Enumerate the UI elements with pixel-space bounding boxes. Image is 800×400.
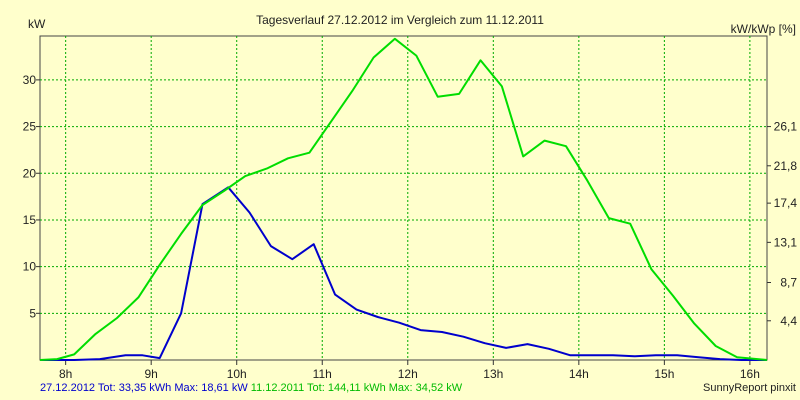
- footer-series2-summary: 11.12.2011 Tot: 144,11 kWh Max: 34,52 kW: [250, 382, 463, 394]
- y-left-tick-label-4: 25: [23, 120, 37, 134]
- y-right-tick-label-5: 26,1: [774, 120, 798, 134]
- y-axis-left-label: kW: [28, 17, 46, 31]
- y-right-tick-label-3: 17,4: [774, 196, 798, 210]
- y-right-tick-label-4: 21,8: [774, 159, 798, 173]
- y-right-tick-label-2: 13,1: [774, 235, 798, 249]
- y-right-tick-label-0: 4,4: [780, 314, 797, 328]
- footer-credit: SunnyReport pinxit: [703, 382, 796, 394]
- series-line-2: [39, 37, 768, 361]
- y-axis-right-label: kW/kWp [%]: [731, 22, 796, 36]
- x-tick-label-7: 15h: [654, 367, 674, 381]
- x-tick-label-2: 10h: [227, 367, 247, 381]
- y-left-tick-label-3: 20: [23, 166, 37, 180]
- chart-title: Tagesverlauf 27.12.2012 im Vergleich zum…: [256, 13, 544, 27]
- y-left-tick-label-0: 5: [29, 306, 36, 320]
- y-left-tick-label-1: 10: [23, 260, 37, 274]
- x-tick-label-1: 9h: [145, 367, 158, 381]
- x-tick-label-5: 13h: [483, 367, 503, 381]
- footer-series1-summary: 27.12.2012 Tot: 33,35 kWh Max: 18,61 kW: [40, 382, 248, 394]
- x-tick-label-6: 14h: [569, 367, 589, 381]
- plot-frame: [39, 35, 768, 361]
- y-left-tick-label-5: 30: [23, 73, 37, 87]
- x-tick-label-3: 11h: [313, 367, 332, 381]
- footer-summary: 27.12.2012 Tot: 33,35 kWh Max: 18,61 kW …: [40, 382, 462, 394]
- series-line-1: [40, 186, 767, 361]
- x-tick-label-8: 16h: [740, 367, 760, 381]
- y-right-tick-label-1: 8,7: [780, 276, 797, 290]
- y-left-tick-label-2: 15: [23, 213, 37, 227]
- x-tick-label-4: 12h: [398, 367, 418, 381]
- x-tick-label-0: 8h: [59, 367, 72, 381]
